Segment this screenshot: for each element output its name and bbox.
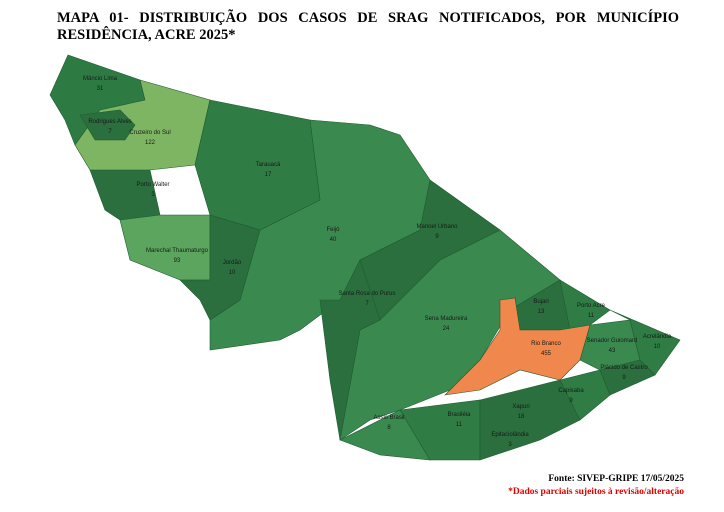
municipality-value: 13	[538, 309, 545, 315]
municipality-name: Senador Guiomard	[587, 338, 638, 344]
municipality-name: Santa Rosa do Purus	[338, 291, 395, 297]
municipality-value: 17	[265, 172, 272, 178]
municipality-value: 10	[654, 344, 661, 350]
municipality-value: 31	[97, 86, 104, 92]
municipality-name: Bujari	[533, 299, 548, 305]
municipality-name: Feijó	[326, 227, 340, 233]
municipality-value: 11	[456, 422, 463, 428]
municipality-value: 9	[569, 398, 573, 404]
municipality-name: Marechal Thaumaturgo	[146, 248, 209, 254]
municipality-value: 43	[609, 348, 616, 354]
municipality-value: 7	[108, 129, 112, 135]
municipality-value: 9	[435, 234, 439, 240]
municipality-value: 10	[229, 270, 236, 276]
region	[609, 309, 681, 376]
region	[479, 379, 581, 461]
municipality-name: Capixaba	[558, 388, 584, 394]
municipality-value: 122	[145, 140, 156, 146]
municipality-value: 24	[443, 326, 450, 332]
municipality-value: 3	[151, 192, 155, 198]
municipality-name: Mâncio Lima	[83, 76, 118, 82]
municipality-name: Plácido de Castro	[600, 365, 648, 371]
note: *Dados parciais sujeitos à revisão/alter…	[508, 487, 684, 497]
municipality-value: 40	[330, 237, 337, 243]
municipality-name: Acrelândia	[643, 334, 672, 340]
municipality-value: 18	[518, 414, 525, 420]
municipality-name: Jordão	[223, 260, 242, 266]
municipality-name: Porto Acre	[577, 303, 606, 309]
municipality-value: 8	[387, 425, 391, 431]
municipality-name: Porto Walter	[136, 182, 169, 188]
municipality-name: Sena Madureira	[425, 316, 468, 322]
region	[444, 297, 591, 396]
municipality-name: Epitaciolândia	[491, 432, 529, 438]
region	[319, 259, 381, 441]
municipality-name: Assis Brasil	[373, 415, 404, 421]
municipality-value: 7	[365, 301, 369, 307]
municipality-value: 11	[588, 313, 595, 319]
municipality-value: 455	[541, 351, 552, 357]
municipality-name: Tarauacá	[256, 162, 281, 168]
map-title: MAPA 01- DISTRIBUIÇÃO DOS CASOS DE SRAG …	[57, 10, 679, 43]
municipality-value: 9	[622, 375, 626, 381]
region	[79, 109, 136, 141]
municipality-value: 3	[508, 442, 512, 448]
municipality-name: Brasiléia	[447, 412, 471, 418]
municipality-name: Rio Branco	[531, 341, 561, 347]
regions	[49, 54, 681, 461]
region	[179, 214, 261, 321]
municipality-value: 93	[174, 258, 181, 264]
municipality-name: Cruzeiro do Sul	[129, 130, 170, 136]
municipality-name: Xapuri	[512, 404, 529, 410]
region	[89, 169, 161, 221]
municipality-name: Manoel Urbano	[416, 224, 458, 230]
municipality-name: Rodrigues Alves	[88, 119, 131, 125]
source: Fonte: SIVEP-GRIPE 17/05/2025	[548, 474, 684, 484]
